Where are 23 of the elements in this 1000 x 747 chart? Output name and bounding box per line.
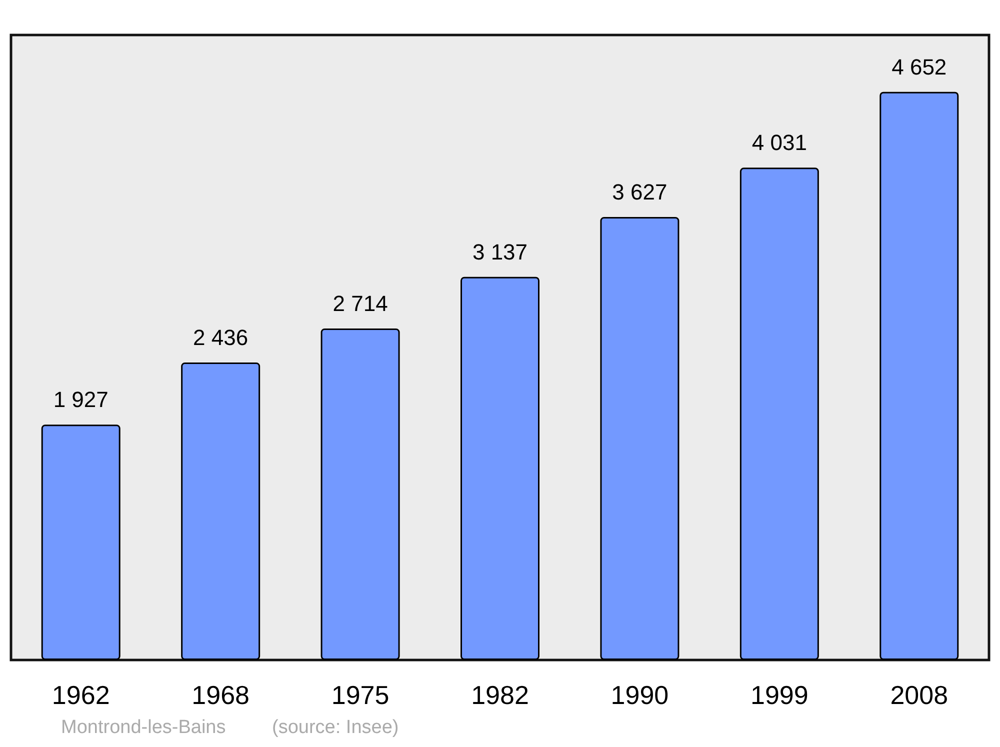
data-label: 3 137 [472, 239, 528, 264]
data-label: 4 652 [892, 54, 947, 80]
text: Montrond-les-Bains [61, 717, 226, 738]
x-tick-label: 1962 [52, 680, 110, 710]
bar [181, 362, 260, 660]
x-tick-label: 1975 [331, 680, 390, 710]
bar [740, 168, 819, 660]
bar [880, 92, 959, 660]
x-tick-label: 1999 [750, 680, 808, 710]
data-label: 2 714 [332, 291, 388, 316]
bar [41, 424, 120, 660]
x-tick-label: 2008 [890, 680, 948, 710]
x-tick-label: 1982 [471, 680, 529, 710]
bar [600, 217, 680, 660]
data-label: 3 627 [612, 180, 668, 205]
data-label: 2 436 [193, 324, 248, 350]
bar [320, 328, 400, 660]
text: (source: Insee) [272, 717, 399, 738]
x-tick-label: 1968 [192, 680, 250, 710]
data-label: 4 031 [752, 130, 807, 156]
x-tick-label: 1990 [610, 680, 669, 710]
data-label: 1 927 [53, 387, 108, 412]
bar [460, 276, 540, 660]
